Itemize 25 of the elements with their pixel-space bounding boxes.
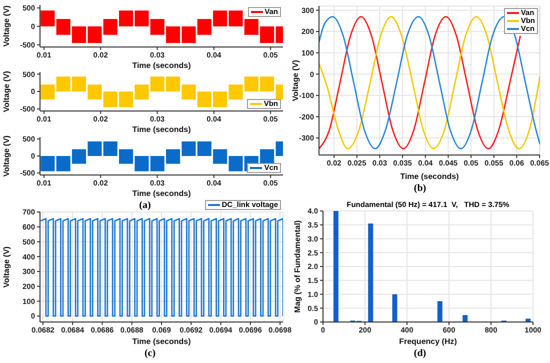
bar (40, 84, 55, 100)
text: (b) (412, 183, 428, 195)
x-axis-title: Time (seconds) (132, 125, 192, 134)
text: (d) (412, 348, 428, 360)
y-axis-title: Mag (% of Fundamental) (292, 220, 302, 313)
x-axis-title: Time (seconds) (132, 189, 192, 198)
bar (437, 301, 442, 322)
bar (333, 211, 338, 322)
y-axis-title: Voltage (V) (290, 60, 300, 102)
bar (526, 318, 531, 322)
bar (40, 156, 55, 172)
y-axis-title: Voltage (V) (2, 70, 11, 112)
bar (368, 223, 374, 322)
y-axis-title: Voltage (V) (2, 5, 11, 47)
x-axis-title: Frequency (Hz) (399, 337, 458, 346)
text: (c) (143, 348, 157, 360)
y-axis-title: Voltage (V) (2, 246, 11, 288)
bar (392, 294, 398, 322)
x-axis-title: Time (seconds) (400, 172, 460, 181)
x-axis-title: Time (seconds) (132, 337, 192, 346)
y-axis-title: Voltage (V) (2, 135, 11, 177)
text: (a) (139, 200, 151, 211)
x-axis-title: Time (seconds) (132, 61, 192, 70)
bar (40, 10, 55, 26)
bar (462, 315, 468, 322)
